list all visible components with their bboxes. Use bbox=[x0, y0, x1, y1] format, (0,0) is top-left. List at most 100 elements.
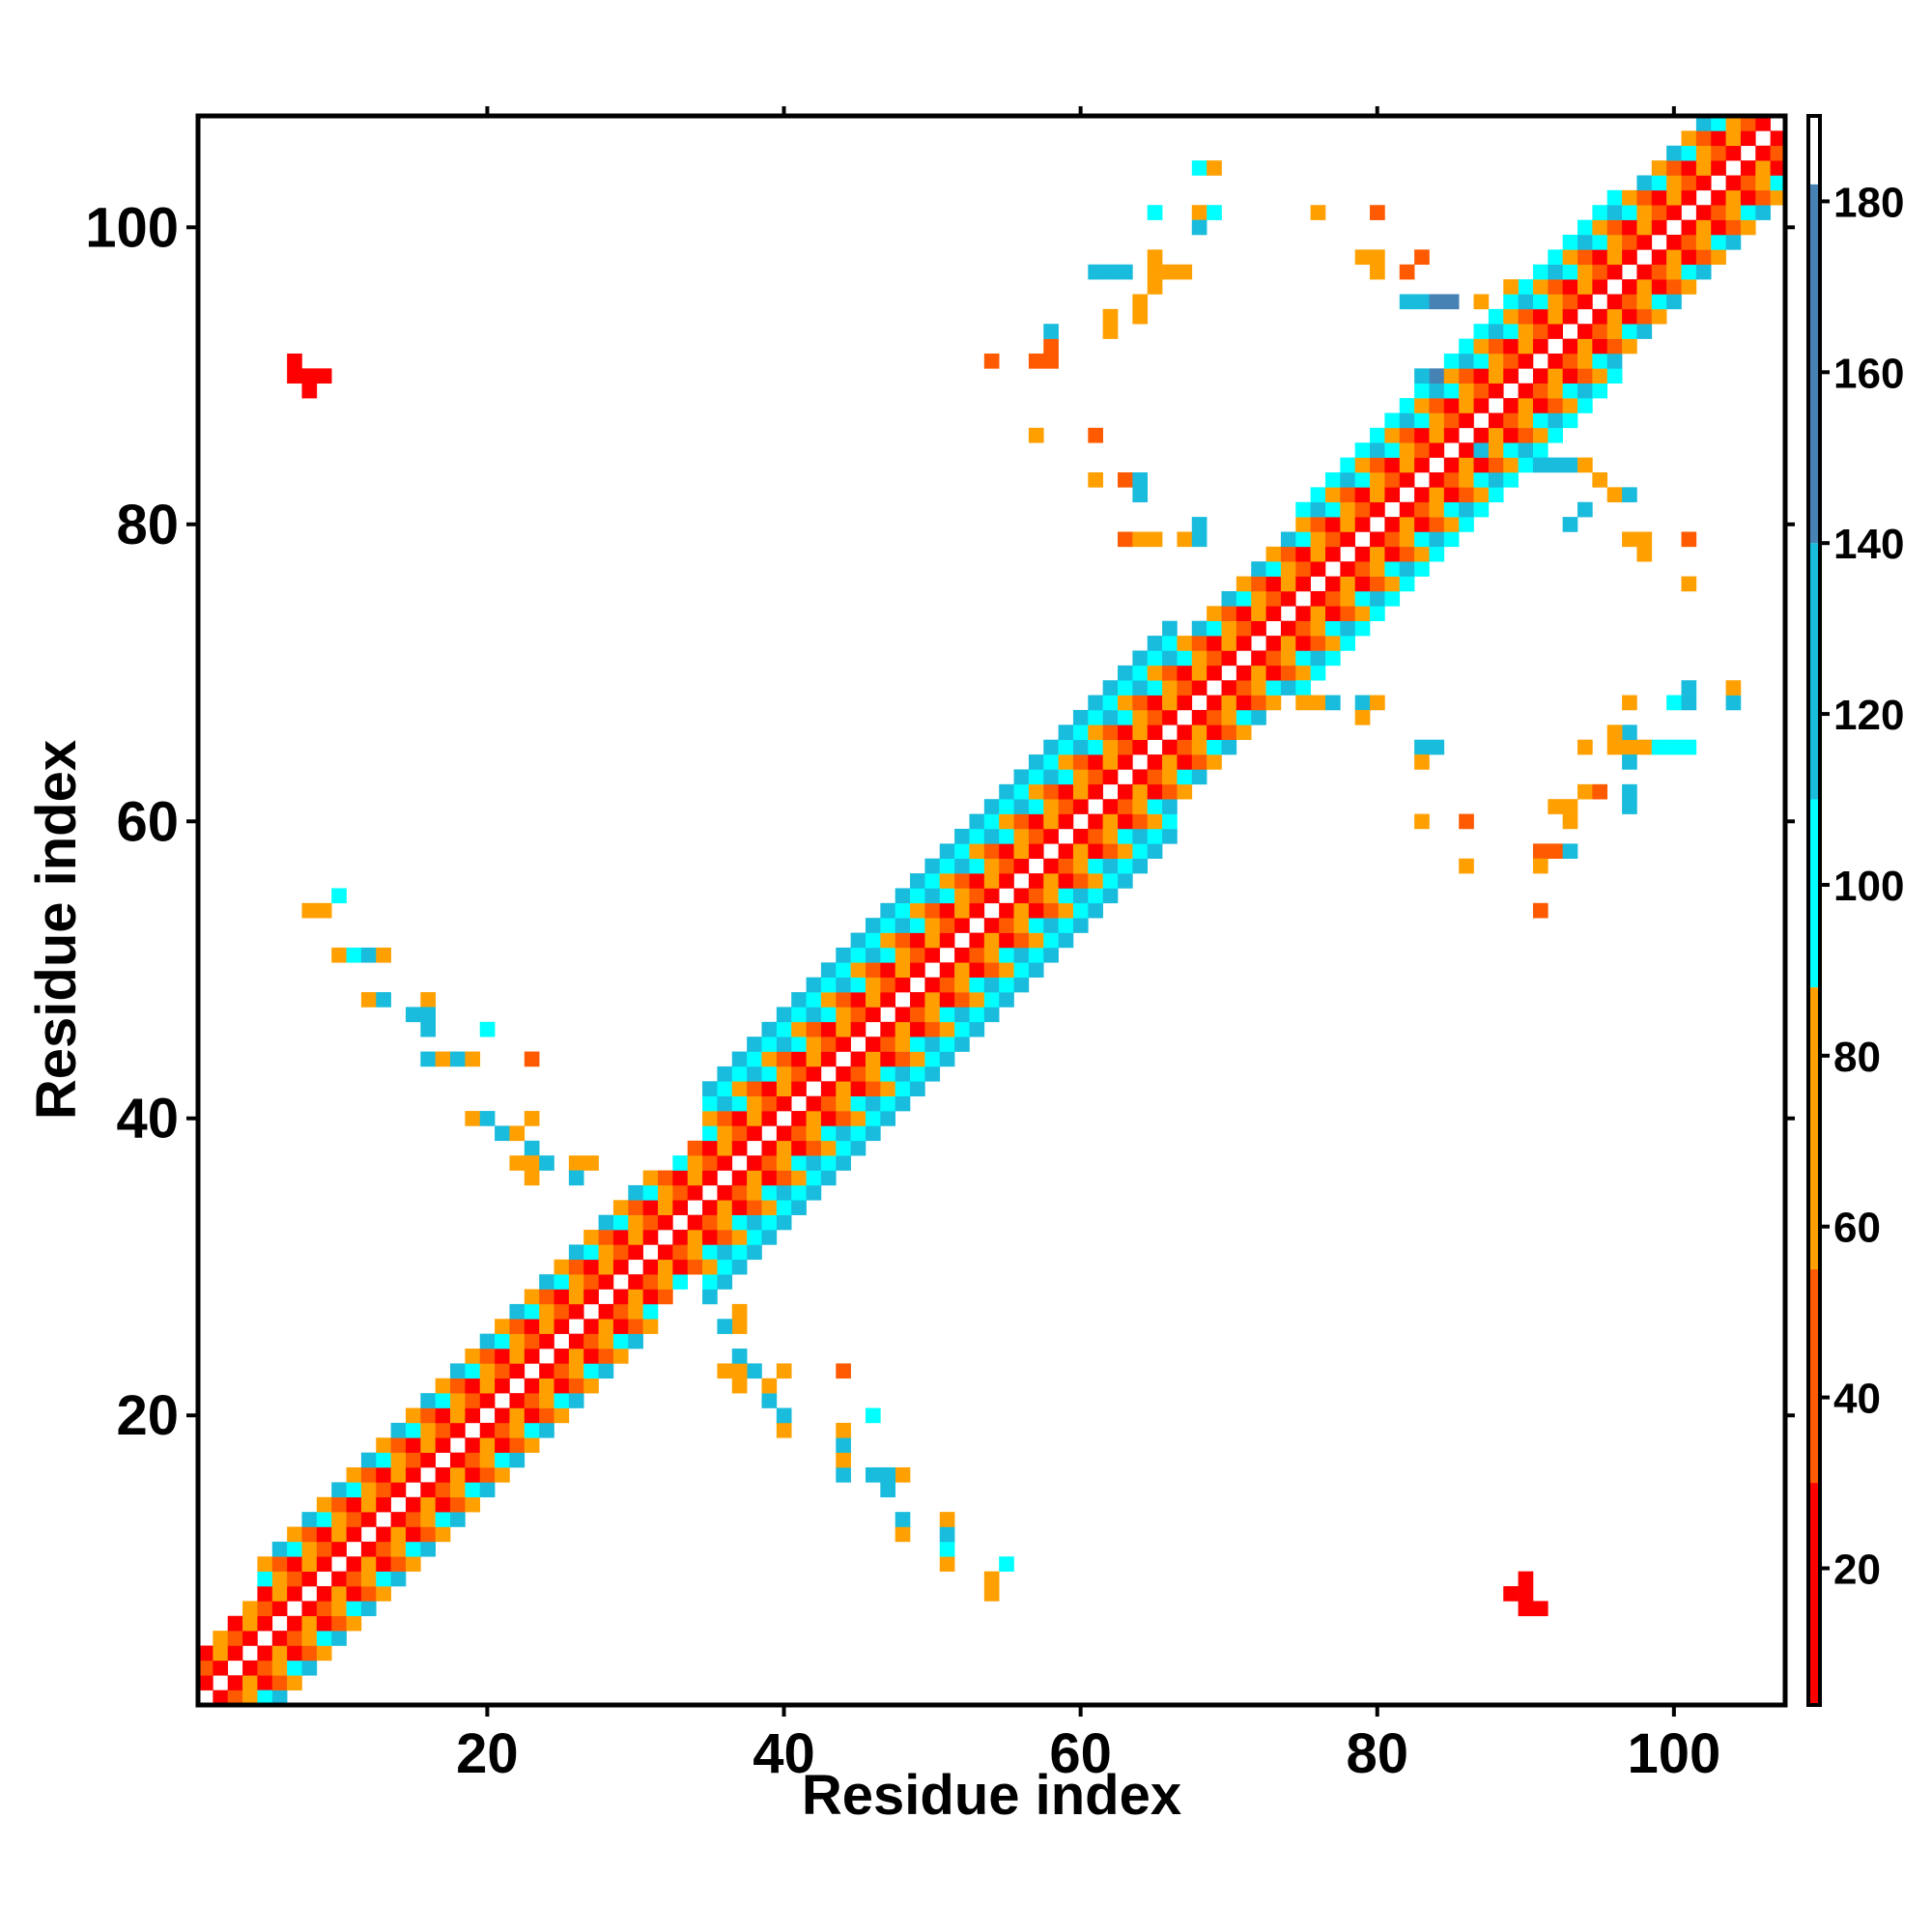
heatmap-cell bbox=[1118, 783, 1133, 800]
heatmap-cell bbox=[390, 1422, 407, 1438]
heatmap-cell bbox=[1488, 308, 1504, 325]
heatmap-cell bbox=[717, 1111, 733, 1126]
heatmap-cell bbox=[1384, 517, 1401, 532]
heatmap-cell bbox=[360, 1571, 377, 1587]
heatmap-cell bbox=[1221, 709, 1237, 725]
heatmap-cell bbox=[939, 902, 955, 919]
heatmap-cell bbox=[1354, 517, 1371, 532]
heatmap-cell bbox=[301, 1512, 318, 1527]
heatmap-cell bbox=[509, 1303, 526, 1320]
heatmap-cell bbox=[1340, 457, 1356, 473]
heatmap-cell bbox=[1324, 546, 1341, 562]
heatmap-cell bbox=[1651, 175, 1667, 191]
heatmap-cell bbox=[346, 1496, 362, 1513]
heatmap-cell bbox=[776, 1021, 792, 1037]
heatmap-cell bbox=[924, 902, 941, 919]
heatmap-cell bbox=[910, 932, 925, 949]
heatmap-cell bbox=[420, 1437, 436, 1453]
heatmap-cell bbox=[820, 1111, 837, 1126]
heatmap-cell bbox=[1028, 932, 1044, 949]
heatmap-cell bbox=[495, 1349, 510, 1364]
heatmap-cell bbox=[1548, 308, 1563, 325]
heatmap-cell bbox=[287, 1586, 302, 1602]
heatmap-cell bbox=[1028, 902, 1044, 919]
heatmap-cell bbox=[346, 1571, 362, 1587]
heatmap-cell bbox=[331, 1586, 347, 1602]
heatmap-cell bbox=[598, 1259, 614, 1275]
heatmap-cell bbox=[1028, 769, 1044, 785]
heatmap-cell bbox=[1147, 828, 1163, 844]
heatmap-cell bbox=[850, 947, 867, 963]
heatmap-cell bbox=[791, 1111, 807, 1126]
heatmap-cell bbox=[1473, 427, 1490, 443]
heatmap-cell bbox=[628, 1289, 643, 1305]
heatmap-cell bbox=[301, 1615, 318, 1632]
heatmap-cell bbox=[1280, 576, 1296, 592]
heatmap-cell bbox=[1562, 383, 1578, 399]
heatmap-cell bbox=[1132, 783, 1149, 800]
heatmap-cell bbox=[346, 1482, 362, 1498]
heatmap-cell bbox=[1429, 471, 1445, 488]
heatmap-cell bbox=[1532, 1601, 1548, 1617]
heatmap-cell bbox=[731, 1363, 748, 1379]
heatmap-cell bbox=[791, 1170, 807, 1186]
heatmap-cell bbox=[242, 1615, 258, 1632]
heatmap-cell bbox=[1548, 412, 1563, 429]
heatmap-cell bbox=[1622, 754, 1637, 770]
heatmap-cell bbox=[287, 368, 302, 384]
heatmap-cell bbox=[1503, 279, 1519, 295]
heatmap-cell bbox=[1562, 412, 1578, 429]
heatmap-cell bbox=[1459, 501, 1474, 518]
heatmap-cell bbox=[287, 1615, 302, 1632]
heatmap-cell bbox=[776, 1007, 792, 1023]
heatmap-cell bbox=[539, 1155, 554, 1171]
heatmap-cell bbox=[1162, 754, 1178, 770]
heatmap-cell bbox=[776, 1125, 792, 1142]
heatmap-cell bbox=[658, 1289, 673, 1305]
heatmap-cell bbox=[850, 977, 867, 993]
heatmap-cell bbox=[1755, 160, 1771, 176]
heatmap-cell bbox=[1562, 457, 1578, 473]
heatmap-cell bbox=[880, 1021, 895, 1037]
heatmap-cell bbox=[360, 1482, 377, 1498]
heatmap-cell bbox=[865, 1111, 881, 1126]
heatmap-cell bbox=[1488, 442, 1504, 458]
heatmap-cell bbox=[539, 1274, 554, 1290]
heatmap-cell bbox=[1370, 249, 1385, 266]
heatmap-cell bbox=[806, 1021, 822, 1037]
heatmap-cell bbox=[1681, 576, 1697, 592]
heatmap-cell bbox=[257, 1571, 273, 1587]
heatmap-cell bbox=[776, 1037, 792, 1052]
heatmap-cell bbox=[880, 1467, 895, 1483]
heatmap-cell bbox=[1711, 116, 1726, 131]
heatmap-cell bbox=[509, 1319, 526, 1334]
heatmap-cell bbox=[524, 1378, 540, 1394]
heatmap-cell bbox=[509, 1125, 526, 1142]
heatmap-cell bbox=[524, 1289, 540, 1305]
heatmap-cell bbox=[1414, 501, 1430, 518]
heatmap-cell bbox=[1310, 561, 1326, 577]
heatmap-cell bbox=[1162, 695, 1178, 711]
heatmap-cell bbox=[1088, 739, 1103, 755]
heatmap-cell bbox=[939, 873, 955, 889]
heatmap-cell bbox=[999, 783, 1014, 800]
heatmap-cell bbox=[1414, 383, 1430, 399]
heatmap-cell bbox=[568, 1303, 584, 1320]
colorbar-segment bbox=[1808, 1268, 1820, 1484]
heatmap-cell bbox=[509, 1155, 526, 1171]
heatmap-cell bbox=[1072, 754, 1089, 770]
heatmap-cell bbox=[1725, 695, 1742, 711]
heatmap-cell bbox=[791, 1021, 807, 1037]
heatmap-cell bbox=[1695, 175, 1712, 191]
heatmap-cell bbox=[1354, 249, 1371, 266]
heatmap-cell bbox=[1207, 160, 1222, 176]
heatmap-cell bbox=[420, 1407, 436, 1424]
heatmap-cell bbox=[1354, 487, 1371, 503]
heatmap-cell bbox=[865, 1051, 881, 1067]
heatmap-cell bbox=[612, 1259, 629, 1275]
heatmap-cell bbox=[1577, 783, 1593, 800]
heatmap-cell bbox=[420, 1422, 436, 1438]
heatmap-cell bbox=[1132, 471, 1149, 488]
heatmap-cell bbox=[702, 1170, 718, 1186]
heatmap-cell bbox=[1102, 813, 1119, 830]
